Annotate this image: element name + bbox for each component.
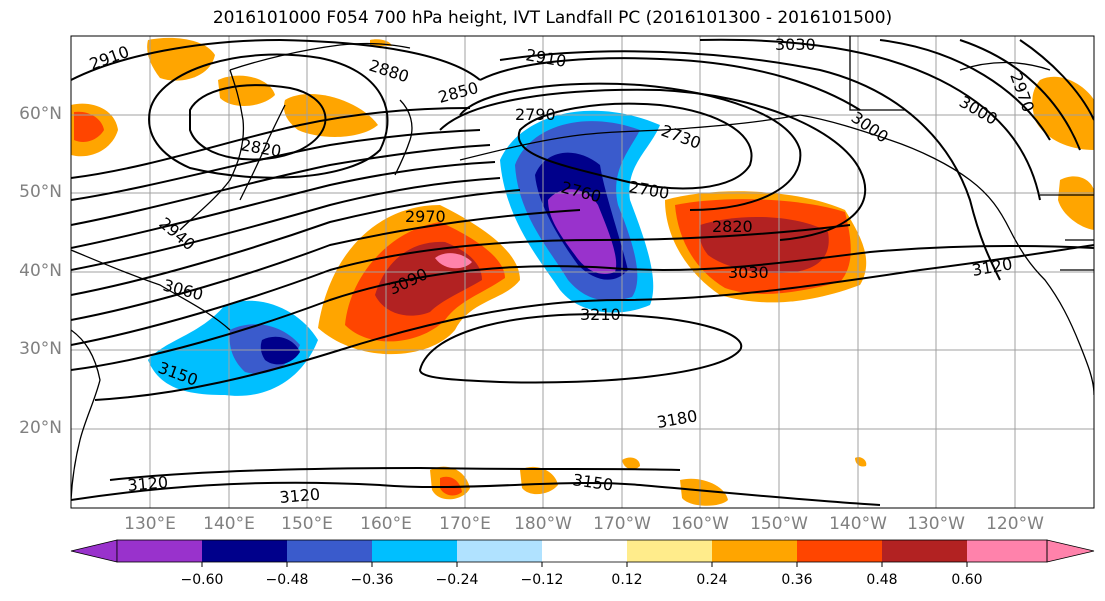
colorbar-swatch <box>882 540 967 562</box>
colorbar-swatch <box>457 540 542 562</box>
contour-label: 3120 <box>279 485 321 507</box>
lat-label: 20°N <box>19 418 62 438</box>
contour-label: 2790 <box>515 105 556 124</box>
map-title: 2016101000 F054 700 hPa height, IVT Land… <box>212 8 893 28</box>
lon-label: 130°E <box>124 514 176 534</box>
colorbar-swatch <box>627 540 712 562</box>
contour-label: 3030 <box>775 35 816 54</box>
colorbar-tick-label: 0.24 <box>696 572 728 588</box>
colorbar-swatch <box>542 540 627 562</box>
lat-label: 30°N <box>19 339 62 359</box>
colorbar-tick-label: 0.36 <box>781 572 813 588</box>
lon-label: 120°W <box>986 514 1044 534</box>
contour-label: 2820 <box>712 217 753 236</box>
contour-label: 3030 <box>728 263 769 282</box>
lon-label: 170°W <box>593 514 651 534</box>
lon-label: 180°W <box>514 514 572 534</box>
colorbar-tick-label: −0.48 <box>265 572 309 588</box>
lat-label: 60°N <box>19 104 62 124</box>
colorbar-lower-extension <box>70 539 118 563</box>
colorbar-tick-label: 0.48 <box>866 572 898 588</box>
lon-label: 160°E <box>360 514 412 534</box>
colorbar-swatch <box>712 540 797 562</box>
colorbar-tick-label: −0.36 <box>350 572 394 588</box>
contour-label: 2970 <box>405 207 446 226</box>
lon-label: 140°E <box>203 514 255 534</box>
ivt-shading <box>71 37 1094 506</box>
contour-label: 3120 <box>127 473 169 495</box>
lon-label: 170°E <box>439 514 491 534</box>
map-frame <box>70 35 1095 509</box>
colorbar <box>70 539 1095 567</box>
contour-label: 3210 <box>580 305 621 324</box>
colorbar-tick-label: −0.24 <box>435 572 479 588</box>
colorbar-upper-extension <box>1046 539 1095 563</box>
lon-label: 140°W <box>829 514 887 534</box>
colorbar-swatch <box>287 540 372 562</box>
colorbar-swatch <box>117 540 202 562</box>
lon-label: 150°E <box>281 514 333 534</box>
lat-label: 40°N <box>19 261 62 281</box>
colorbar-tick-label: 0.12 <box>611 572 643 588</box>
height-contours <box>71 38 1094 506</box>
lat-label: 50°N <box>19 182 62 202</box>
lon-label: 160°W <box>671 514 729 534</box>
colorbar-tick-label: −0.12 <box>520 572 564 588</box>
colorbar-tick-label: −0.60 <box>180 572 224 588</box>
lon-label: 150°W <box>750 514 808 534</box>
lon-label: 130°W <box>907 514 965 534</box>
colorbar-tick-label: 0.60 <box>951 572 983 588</box>
colorbar-swatch <box>202 540 287 562</box>
colorbar-swatch <box>797 540 882 562</box>
colorbar-swatch <box>372 540 457 562</box>
colorbar-swatch <box>967 540 1047 562</box>
graticule <box>71 36 1094 508</box>
